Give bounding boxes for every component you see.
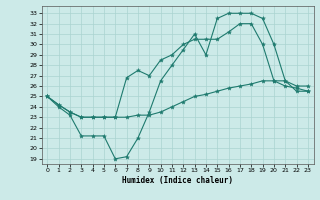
X-axis label: Humidex (Indice chaleur): Humidex (Indice chaleur): [122, 176, 233, 185]
